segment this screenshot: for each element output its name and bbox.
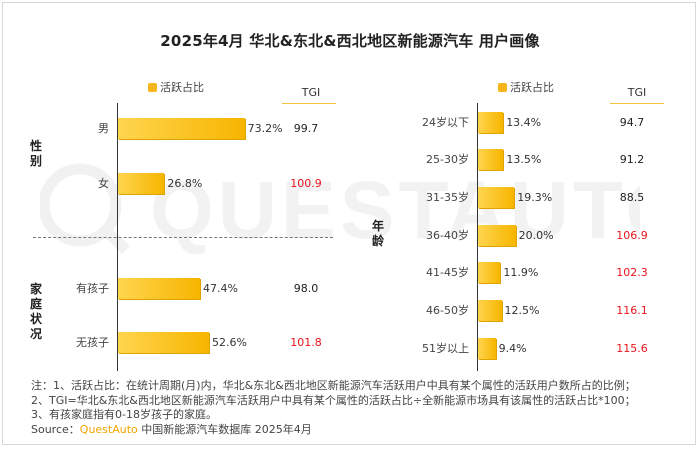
legend-swatch <box>498 82 507 92</box>
category-label: 36-40岁 <box>426 229 469 242</box>
bar <box>478 262 501 283</box>
category-label: 46-50岁 <box>426 304 469 317</box>
value-label: 52.6% <box>211 336 247 349</box>
group-label-age: 年 龄 <box>371 219 384 248</box>
category-label: 24岁以下 <box>422 116 469 129</box>
tgi-value: 106.9 <box>616 229 648 242</box>
bar <box>478 300 502 321</box>
legend-left: 活跃占比 <box>148 79 204 95</box>
source-line: Source：QuestAuto 中国新能源汽车数据库 2025年4月 <box>31 422 312 436</box>
legend-label: 活跃占比 <box>510 81 554 94</box>
note-line: 2、TGI=华北&东北&西北地区新能源汽车活跃用户中具有某个属性的活跃占比÷全新… <box>31 393 636 407</box>
note-line: 注：1、活跃占比：在统计周期(月)内，华北&东北&西北地区新能源汽车活跃用户中具… <box>31 379 636 392</box>
category-label: 女 <box>98 177 109 190</box>
legend-swatch <box>148 82 157 92</box>
value-label: 13.5% <box>506 153 542 166</box>
section-divider <box>33 237 333 238</box>
category-label: 有孩子 <box>76 282 109 295</box>
tgi-value: 101.8 <box>290 336 322 349</box>
bar <box>478 225 516 246</box>
tgi-value: 99.7 <box>293 122 319 135</box>
category-label: 51岁以上 <box>422 342 469 355</box>
bar <box>118 332 209 353</box>
bar <box>118 118 245 139</box>
tgi-header-underline <box>282 103 336 104</box>
category-label: 25-30岁 <box>426 153 469 166</box>
group-label-gender: 性 别 <box>29 139 42 168</box>
value-label: 11.9% <box>503 266 539 279</box>
footnotes: 注：1、活跃占比：在统计周期(月)内，华北&东北&西北地区新能源汽车活跃用户中具… <box>31 379 636 437</box>
tgi-value: 116.1 <box>616 304 648 317</box>
value-label: 13.4% <box>506 116 542 129</box>
value-label: 9.4% <box>498 342 527 355</box>
value-label: 20.0% <box>518 229 554 242</box>
group-label-family: 家 庭 状 况 <box>29 282 42 341</box>
legend-label: 活跃占比 <box>160 81 204 94</box>
tgi-header-left: TGI <box>301 86 321 99</box>
tgi-header-right: TGI <box>627 86 647 99</box>
value-label: 47.4% <box>203 282 238 295</box>
chart-title: 2025年4月 华北&东北&西北地区新能源汽车 用户画像 <box>160 32 540 50</box>
tgi-value: 98.0 <box>293 282 319 295</box>
tgi-header-underline <box>610 103 664 104</box>
value-label: 73.2% <box>247 122 283 135</box>
value-label: 19.3% <box>517 191 553 204</box>
tgi-value: 102.3 <box>616 266 648 279</box>
tgi-value: 91.2 <box>619 153 645 166</box>
category-label: 31-35岁 <box>426 191 469 204</box>
bar <box>118 278 200 299</box>
note-line: 3、有孩家庭指有0-18岁孩子的家庭。 <box>31 408 217 421</box>
tgi-value: 115.6 <box>616 342 648 355</box>
bar <box>478 112 504 133</box>
source-brand: QuestAuto <box>79 422 138 436</box>
value-label: 12.5% <box>504 304 540 317</box>
bar <box>118 173 165 194</box>
category-label: 41-45岁 <box>426 266 469 279</box>
category-label: 男 <box>98 122 109 135</box>
tgi-value: 94.7 <box>619 116 645 129</box>
category-label: 无孩子 <box>76 336 109 349</box>
tgi-value: 100.9 <box>290 177 322 190</box>
bar <box>478 187 515 208</box>
value-label: 26.8% <box>167 177 203 190</box>
tgi-value: 88.5 <box>619 191 645 204</box>
right-axis <box>477 103 478 371</box>
legend-right: 活跃占比 <box>498 79 554 95</box>
bar <box>478 149 504 170</box>
bar <box>478 338 496 359</box>
